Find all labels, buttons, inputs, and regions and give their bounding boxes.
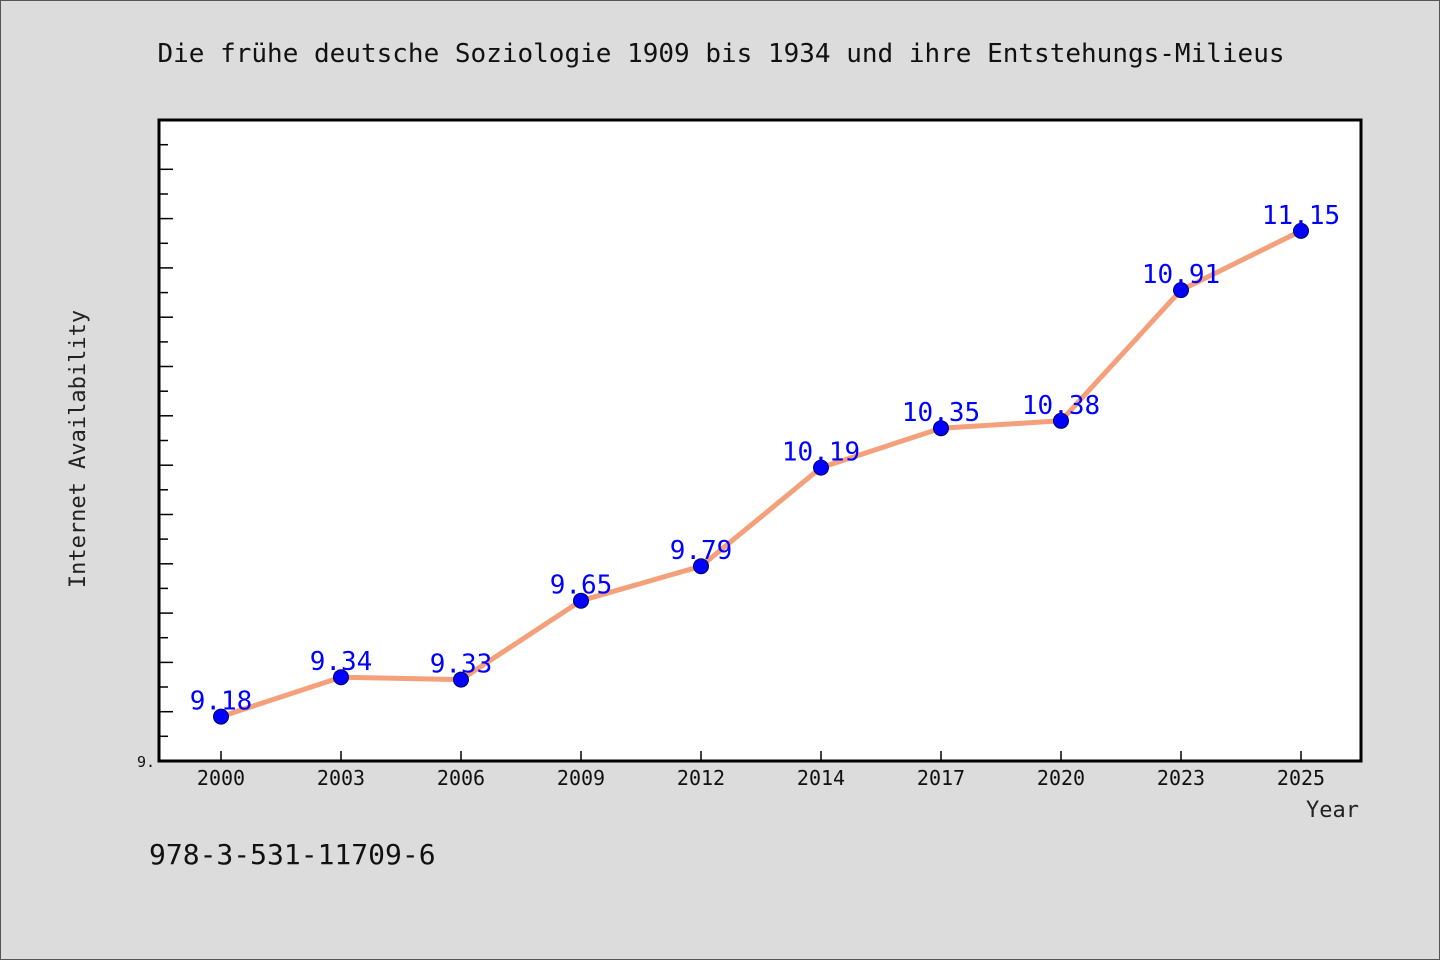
data-points: [213, 222, 1309, 725]
x-tick-label: 2025: [1277, 766, 1325, 790]
data-point: [1053, 412, 1069, 429]
data-point: [933, 420, 949, 437]
data-point: [213, 708, 229, 725]
x-tick-label: 2023: [1157, 766, 1205, 790]
data-point: [453, 671, 469, 688]
x-tick-label: 2003: [317, 766, 365, 790]
data-point: [1173, 282, 1189, 299]
data-label: 10.38: [1022, 391, 1100, 421]
plot-area: [157, 118, 1363, 763]
data-label: 9.33: [430, 650, 493, 680]
x-tick-label: 2006: [437, 766, 485, 790]
x-axis-tick-labels: 2000 2003 2006 2009 2012 2014 2017 2020 2023 2025: [197, 766, 1325, 790]
x-tick-label: 2017: [917, 766, 965, 790]
data-label: 11.15: [1262, 201, 1340, 231]
data-label: 10.91: [1142, 260, 1220, 290]
x-tick-label: 2000: [197, 766, 245, 790]
x-axis-label: Year: [1306, 798, 1359, 823]
x-tick-label: 2009: [557, 766, 605, 790]
isbn-text: 978-3-531-11709-6: [149, 838, 436, 871]
data-point: [333, 669, 349, 686]
data-point: [1293, 222, 1309, 239]
y-tick-label: 9.: [137, 753, 155, 771]
data-label: 9.34: [310, 647, 373, 677]
x-tick-label: 2020: [1037, 766, 1085, 790]
data-label: 9.79: [670, 536, 733, 566]
data-label: 10.19: [782, 438, 860, 468]
x-tick-label: 2014: [797, 766, 845, 790]
data-label: 9.65: [550, 571, 613, 601]
data-point: [573, 592, 589, 609]
y-axis-ticks: [159, 143, 173, 762]
data-label: 10.35: [902, 398, 980, 428]
x-tick-label: 2012: [677, 766, 725, 790]
data-label: 9.18: [190, 687, 253, 717]
data-point: [693, 558, 709, 575]
data-labels: 9.18 9.34 9.33 9.65 9.79 10.19 10.35 10.38 10.91…: [190, 201, 1340, 717]
data-point: [813, 459, 829, 476]
chart-title: Die frühe deutsche Soziologie 1909 bis 1…: [157, 39, 1284, 69]
series-line: [218, 228, 1304, 720]
x-axis-ticks: [220, 751, 1302, 761]
y-axis-label: Internet Availability: [66, 310, 91, 588]
